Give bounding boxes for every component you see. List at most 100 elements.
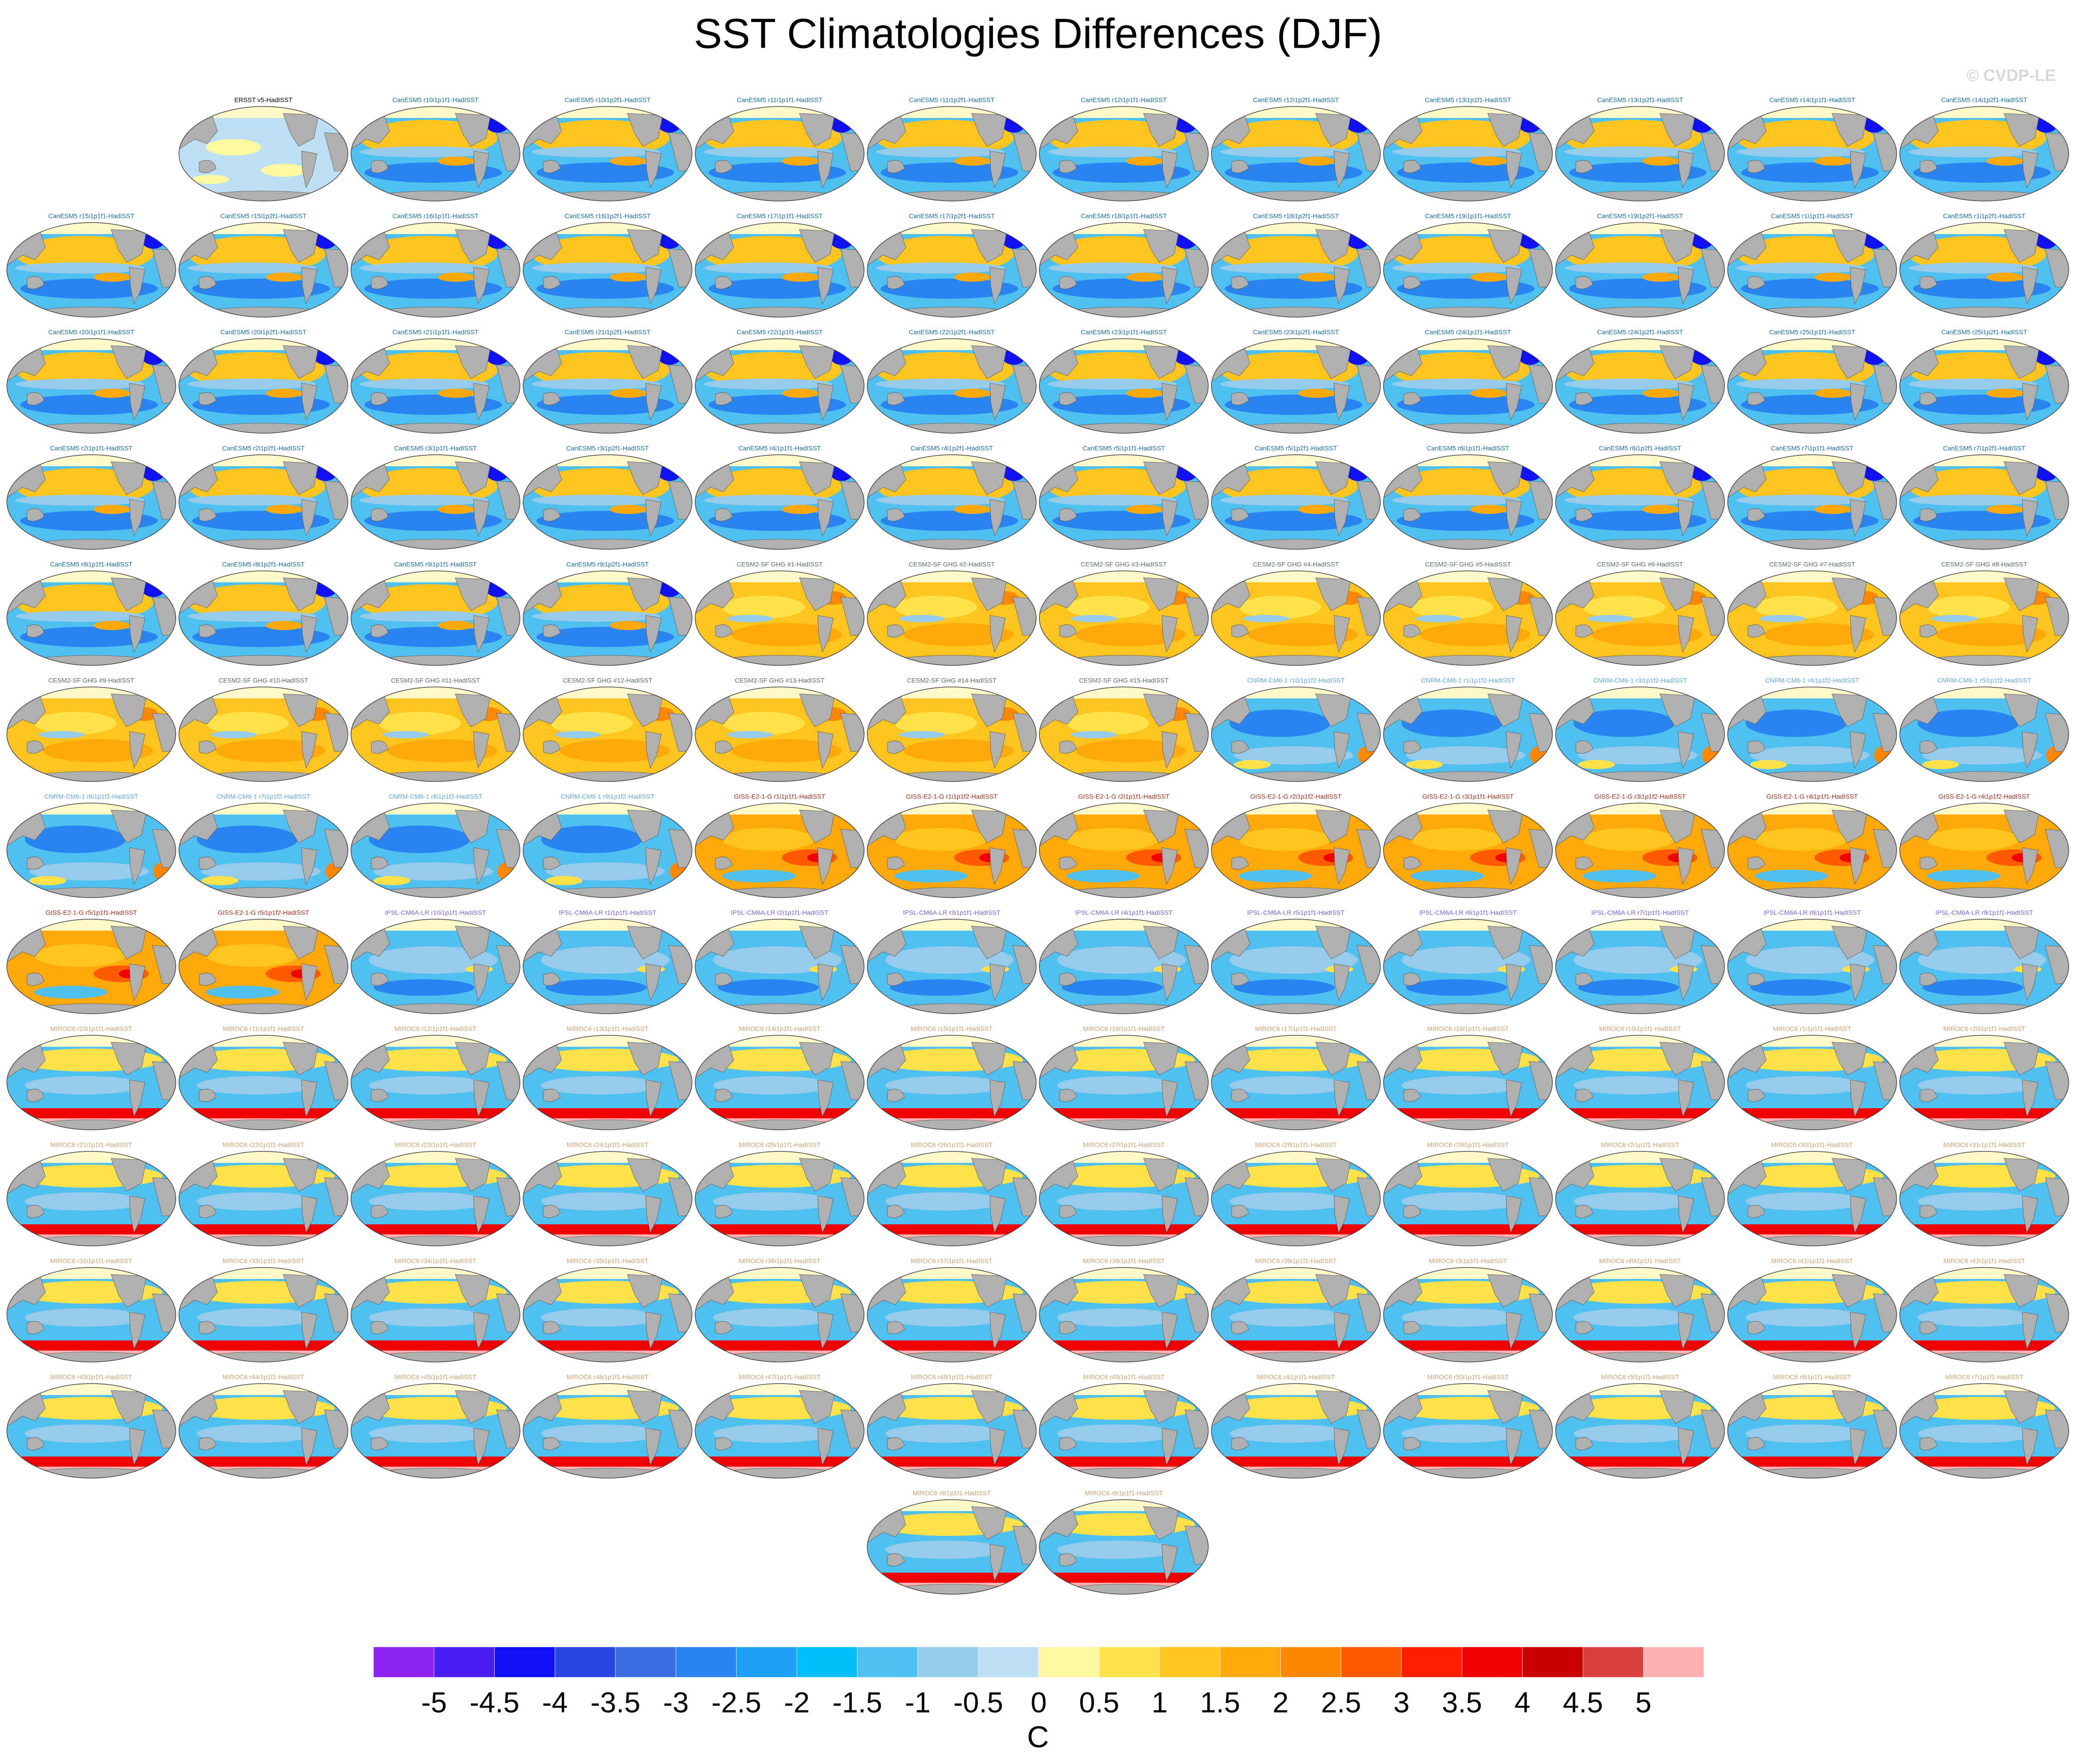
panel: CanESM5 r2i1p2f1-HadISST: [179, 445, 348, 550]
colorbar-box: [1099, 1647, 1160, 1678]
panel-title: CESM2-SF GHG #5-HadISST: [1425, 561, 1511, 568]
panel: CanESM5 r17i1p1f1-HadISST: [695, 212, 865, 318]
panel-title: CESM2-SF GHG #7-HadISST: [1769, 561, 1855, 568]
panel: IPSL-CM6A-LR r5i1p1f1-HadISST: [1211, 909, 1381, 1014]
panel-title: CanESM5 r8i1p1f1-HadISST: [50, 561, 133, 568]
map-outline: [1555, 454, 1725, 550]
panel: CNRM-CM6-1 r3i1p1f2-HadISST: [1555, 677, 1725, 782]
colorbar-tick-label: -1: [905, 1687, 931, 1719]
panel: MIROC6 r12i1p1f1-HadISST: [351, 1025, 520, 1130]
colorbar-tick-label: 3: [1394, 1687, 1410, 1719]
map-outline: [6, 919, 176, 1014]
colorbar-box: [373, 1647, 435, 1678]
map-outline: [695, 1383, 865, 1479]
panel: CanESM5 r18i1p1f1-HadISST: [1039, 212, 1209, 318]
colorbar-tick-label: 2.5: [1321, 1687, 1362, 1719]
map-outline: [6, 1267, 176, 1362]
panel: CanESM5 r18i1p2f1-HadISST: [1211, 212, 1381, 318]
panel-title: MIROC6 r19i1p1f1-HadISST: [1599, 1025, 1681, 1033]
panel-title: MIROC6 r14i1p1f1-HadISST: [739, 1025, 821, 1033]
panel-title: CNRM-CM6-1 r8i1p1f2-HadISST: [389, 793, 483, 800]
map-outline: [1555, 338, 1725, 434]
panel-title: CanESM5 r7i1p2f1-HadISST: [1943, 445, 2026, 452]
panel-title: IPSL-CM6A-LR r6i1p1f1-HadISST: [1419, 909, 1517, 916]
map-outline: [179, 338, 348, 434]
panel-title: MIROC6 r40i1p1f1-HadISST: [1599, 1257, 1681, 1265]
panel: CanESM5 r14i1p2f1-HadISST: [1899, 96, 2069, 201]
panel: IPSL-CM6A-LR r6i1p1f1-HadISST: [1383, 909, 1553, 1014]
panel-title: CanESM5 r1i1p1f1-HadISST: [1771, 212, 1853, 220]
colorbar-tick-label: 0: [1031, 1687, 1047, 1719]
panel-title: CanESM5 r4i1p1f1-HadISST: [738, 445, 821, 452]
map-outline: [1555, 687, 1725, 782]
panel: CanESM5 r3i1p1f1-HadISST: [351, 445, 520, 550]
panel-title: CESM2-SF GHG #15-HadISST: [1079, 677, 1169, 684]
map-outline: [1383, 803, 1553, 898]
panel-title: CanESM5 r25i1p1f1-HadISST: [1769, 329, 1855, 336]
panel-title: MIROC6 r18i1p1f1-HadISST: [1427, 1025, 1509, 1033]
map-outline: [523, 570, 692, 666]
panel: MIROC6 r49i1p1f1-HadISST: [1039, 1373, 1209, 1479]
panel-title: MIROC6 r30i1p1f1-HadISST: [1771, 1141, 1853, 1149]
watermark: © CVDP-LE: [1966, 66, 2056, 85]
map-outline: [351, 570, 520, 666]
panel: MIROC6 r25i1p1f1-HadISST: [695, 1141, 865, 1246]
map-outline: [523, 454, 692, 550]
map-outline: [1727, 338, 1897, 434]
panel: GISS-E2-1-G r2i1p1f1-HadISST: [1039, 793, 1209, 898]
map-outline: [351, 1267, 520, 1362]
map-outline: [1039, 338, 1209, 434]
panel: CanESM5 r6i1p2f1-HadISST: [1555, 445, 1725, 550]
panel-title: CNRM-CM6-1 r3i1p1f2-HadISST: [1593, 677, 1687, 684]
colorbar-label: C: [1027, 1719, 1049, 1753]
panel: MIROC6 r41i1p1f1-HadISST: [1727, 1257, 1897, 1362]
panel-title: MIROC6 r13i1p1f1-HadISST: [567, 1025, 649, 1033]
map-outline: [179, 570, 348, 666]
panel: CanESM5 r24i1p2f1-HadISST: [1555, 329, 1725, 434]
panel: CanESM5 r9i1p1f1-HadISST: [351, 561, 520, 666]
panel: MIROC6 r21i1p1f1-HadISST: [6, 1141, 176, 1246]
panel-title: CanESM5 r9i1p2f1-HadISST: [566, 561, 649, 568]
panel-title: CanESM5 r19i1p1f1-HadISST: [1425, 212, 1511, 220]
map-outline: [695, 222, 865, 318]
panel-title: CanESM5 r17i1p1f1-HadISST: [737, 212, 823, 220]
panel-title: CESM2-SF GHG #12-HadISST: [563, 677, 653, 684]
map-outline: [867, 570, 1037, 666]
panel: CESM2-SF GHG #6-HadISST: [1555, 561, 1725, 666]
panel-title: CanESM5 r18i1p2f1-HadISST: [1253, 212, 1339, 220]
map-outline: [1383, 454, 1553, 550]
panel-title: IPSL-CM6A-LR r4i1p1f1-HadISST: [1075, 909, 1173, 916]
panel-title: CanESM5 r23i1p2f1-HadISST: [1253, 329, 1339, 336]
map-outline: [867, 1151, 1037, 1246]
map-outline: [179, 454, 348, 550]
map-outline: [351, 687, 520, 782]
panel-title: CNRM-CM6-1 r9i1p1f2-HadISST: [561, 793, 655, 800]
panel: CESM2-SF GHG #5-HadISST: [1383, 561, 1553, 666]
panel: CNRM-CM6-1 r6i1p1f2-HadISST: [6, 793, 176, 898]
panel: MIROC6 r45i1p1f1-HadISST: [351, 1373, 520, 1479]
map-outline: [1039, 1499, 1209, 1595]
map-outline: [1211, 338, 1381, 434]
map-outline: [1555, 1035, 1725, 1130]
panel: MIROC6 r34i1p1f1-HadISST: [351, 1257, 520, 1362]
panel: CanESM5 r7i1p2f1-HadISST: [1899, 445, 2069, 550]
map-outline: [6, 803, 176, 898]
panel: MIROC6 r18i1p1f1-HadISST: [1383, 1025, 1553, 1130]
panel: GISS-E2-1-G r5i1p1f2-HadISST: [179, 909, 348, 1014]
colorbar-box: [1643, 1647, 1704, 1678]
panel: CanESM5 r8i1p2f1-HadISST: [179, 561, 348, 666]
map-outline: [1211, 803, 1381, 898]
map-outline: [1555, 222, 1725, 318]
map-outline: [1899, 1035, 2069, 1130]
panel-title: CanESM5 r11i1p2f1-HadISST: [909, 96, 995, 104]
panel: MIROC6 r32i1p1f1-HadISST: [6, 1257, 176, 1362]
colorbar-box: [917, 1647, 978, 1678]
panel-title: MIROC6 r31i1p1f1-HadISST: [1943, 1141, 2026, 1149]
panel: MIROC6 r44i1p1f1-HadISST: [179, 1373, 348, 1479]
panel: CanESM5 r14i1p1f1-HadISST: [1727, 96, 1897, 201]
panel-title: CanESM5 r22i1p1f1-HadISST: [737, 329, 823, 336]
panel: MIROC6 r43i1p1f1-HadISST: [6, 1373, 176, 1479]
panel-title: CanESM5 r13i1p1f1-HadISST: [1425, 96, 1511, 104]
panel-title: MIROC6 r50i1p1f1-HadISST: [1427, 1373, 1509, 1381]
